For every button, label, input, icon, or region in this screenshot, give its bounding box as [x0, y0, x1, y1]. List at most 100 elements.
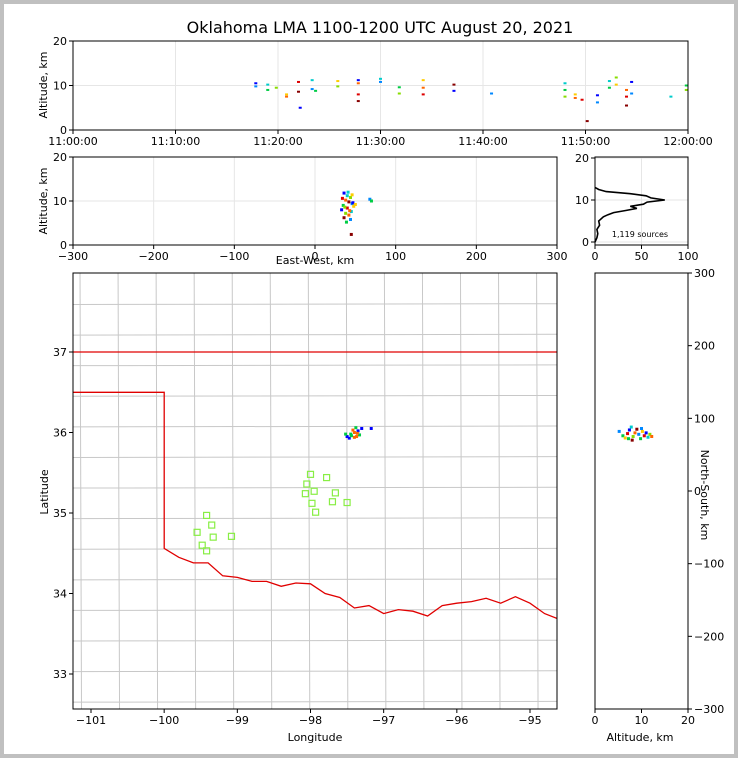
- time-y-tick-label: 20: [53, 35, 67, 48]
- altitude-ns-point: [631, 435, 635, 438]
- lma-station-marker: [343, 498, 351, 507]
- altitude-ns-point: [617, 429, 621, 433]
- map-xlabel: Longitude: [288, 731, 343, 744]
- ns-y-tick-label: 300: [694, 267, 715, 280]
- lma-station-marker: [331, 489, 339, 497]
- map-y-tick-label: 34: [53, 588, 67, 601]
- county-line: [73, 670, 557, 673]
- altitude-histogram-line: [594, 186, 665, 243]
- ns-panel-frame: [594, 272, 689, 710]
- time-altitude-point: [421, 79, 425, 82]
- county-line: [73, 609, 557, 611]
- time-altitude-point: [285, 95, 289, 98]
- ns-x-tick-label: 10: [635, 714, 649, 727]
- map-panel-frame: [72, 272, 558, 710]
- county-line: [79, 273, 82, 709]
- ew-y-tick-label: 0: [60, 239, 67, 252]
- lightning-source-point: [360, 426, 364, 430]
- county-line: [155, 273, 159, 709]
- hist-x-tick-label: 0: [592, 250, 599, 263]
- time-altitude-point: [452, 83, 456, 86]
- time-x-tick-label: 11:00:00: [48, 135, 97, 148]
- county-line: [536, 273, 539, 709]
- ew-x-tick-label: −200: [139, 250, 169, 263]
- county-line: [117, 273, 121, 709]
- time-altitude-point: [595, 101, 599, 104]
- time-altitude-point: [573, 96, 577, 99]
- lightning-source-point: [351, 428, 355, 432]
- time-altitude-point: [336, 85, 340, 88]
- county-line: [73, 639, 557, 642]
- county-line: [73, 394, 557, 397]
- lma-station-marker: [227, 532, 236, 540]
- county-line: [73, 303, 557, 306]
- altitude-ns-point: [646, 435, 650, 439]
- lma-station-marker: [193, 528, 201, 536]
- time-altitude-point: [254, 82, 258, 85]
- time-altitude-point: [298, 106, 302, 109]
- hist-x-tick-label: 100: [678, 250, 699, 263]
- time-altitude-point: [397, 86, 401, 89]
- county-line: [459, 273, 463, 709]
- time-altitude-point: [607, 86, 611, 89]
- ew-altitude-point: [348, 195, 352, 199]
- time-altitude-point: [336, 80, 340, 83]
- lightning-source-point: [352, 435, 356, 439]
- county-line: [73, 517, 557, 520]
- time-x-tick-label: 12:00:00: [663, 135, 712, 148]
- lma-station-marker: [301, 490, 309, 498]
- ew-altitude-point: [369, 199, 373, 203]
- ns-y-tick-label: 200: [694, 340, 715, 353]
- time-x-tick-label: 11:50:00: [561, 135, 610, 148]
- time-altitude-point: [297, 90, 300, 93]
- ew-x-tick-label: 0: [312, 250, 319, 263]
- time-altitude-point: [580, 98, 584, 101]
- lma-station-marker: [203, 547, 211, 555]
- ns-y-tick-label: −300: [694, 703, 724, 716]
- county-line: [193, 273, 197, 709]
- source-count-label: 1,119 sources: [612, 230, 668, 239]
- time-altitude-point: [356, 100, 360, 103]
- altitude-ns-point: [630, 438, 634, 442]
- ns-y-tick-label: 100: [694, 412, 715, 425]
- map-x-tick-label: −96: [445, 714, 468, 727]
- ew-x-tick-label: 300: [547, 250, 568, 263]
- county-line: [421, 273, 425, 709]
- oklahoma-border: [73, 391, 557, 620]
- time-altitude-point: [607, 80, 611, 83]
- hist-x-tick-label: 50: [635, 250, 649, 263]
- ew-y-tick-label: 10: [53, 195, 67, 208]
- lma-station-marker: [310, 487, 318, 495]
- altitude-ns-point: [639, 437, 643, 441]
- time-altitude-point: [285, 93, 289, 96]
- altitude-histogram-panel: 0 50 100 0 10 20: [575, 152, 699, 263]
- lma-station-marker: [203, 511, 211, 520]
- map-x-tick-label: −99: [226, 714, 249, 727]
- ns-panel-ylabel: North-South, km: [698, 450, 711, 541]
- ew-altitude-point: [341, 203, 345, 207]
- time-altitude-point: [630, 80, 634, 83]
- hist-y-tick-label: 0: [582, 236, 589, 249]
- ns-panel-xlabel: Altitude, km: [606, 731, 673, 744]
- county-line: [73, 486, 557, 489]
- time-altitude-point: [379, 80, 382, 83]
- lightning-source-point: [355, 435, 359, 439]
- ew-altitude-point: [345, 194, 349, 198]
- plan-view-map-panel: −101 −100 −99 −98 −97 −96 −95 33 34 35 36 37: [53, 272, 558, 727]
- east-west-altitude-panel: −300 −200 −100 0 100 200 300 0 10 20: [53, 151, 568, 263]
- map-y-tick-label: 37: [53, 346, 67, 359]
- figure-frame: Oklahoma LMA 1100-1200 UTC August 20, 20…: [4, 4, 734, 754]
- ew-altitude-point: [351, 201, 355, 205]
- time-altitude-point: [297, 80, 300, 83]
- altitude-ns-point: [635, 427, 639, 431]
- altitude-ns-point: [650, 435, 654, 438]
- lma-station-marker: [328, 498, 337, 506]
- ns-x-tick-label: 20: [681, 714, 695, 727]
- county-line: [73, 364, 557, 367]
- lma-station-marker: [308, 499, 316, 507]
- county-line: [231, 273, 235, 709]
- figure-title: Oklahoma LMA 1100-1200 UTC August 20, 20…: [187, 18, 574, 37]
- altitude-ns-point: [648, 432, 652, 436]
- ew-altitude-point: [346, 190, 350, 194]
- map-y-tick-label: 36: [53, 427, 67, 440]
